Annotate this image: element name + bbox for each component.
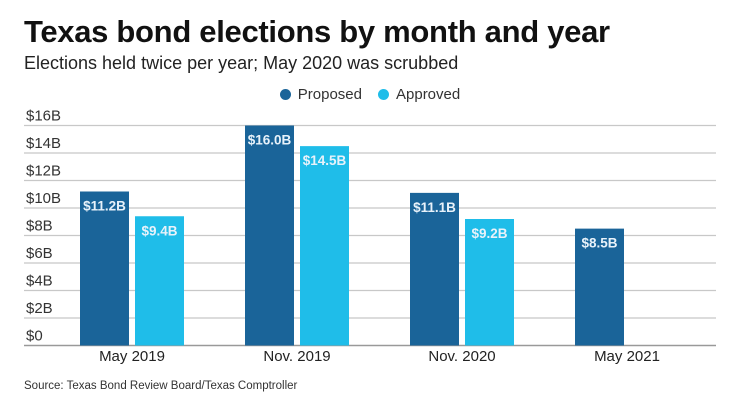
y-tick-label: $6B <box>26 245 53 262</box>
legend-swatch-approved <box>378 89 389 100</box>
data-label: $9.4B <box>141 223 177 238</box>
bar-approved <box>135 216 184 346</box>
data-label: $16.0B <box>248 133 292 148</box>
legend-label-approved: Approved <box>396 86 461 103</box>
y-tick-label: $10B <box>26 190 61 207</box>
bar-approved <box>300 146 349 346</box>
legend-swatch-proposed <box>279 89 291 100</box>
legend-label-proposed: Proposed <box>297 86 362 103</box>
bar-proposed <box>80 191 129 346</box>
y-tick-label: $0 <box>26 328 43 345</box>
legend-item-approved: Approved <box>378 86 460 103</box>
x-tick-label: May 2021 <box>594 348 660 365</box>
data-label: $14.5B <box>303 153 347 168</box>
bar-proposed <box>575 228 624 346</box>
bar-proposed <box>245 125 294 346</box>
data-label: $8.5B <box>581 236 617 251</box>
x-tick-label: Nov. 2020 <box>428 348 495 365</box>
bar-approved <box>465 219 514 346</box>
data-label: $11.2B <box>83 199 126 214</box>
data-label: $11.1B <box>413 200 456 215</box>
chart-subtitle: Elections held twice per year; May 2020 … <box>24 53 459 73</box>
bar-proposed <box>410 192 459 346</box>
y-tick-label: $16B <box>26 108 61 125</box>
y-tick-label: $4B <box>26 273 53 290</box>
chart-title: Texas bond elections by month and year <box>24 14 610 49</box>
y-tick-label: $14B <box>26 135 61 152</box>
y-tick-label: $2B <box>26 300 53 317</box>
source-note: Source: Texas Bond Review Board/Texas Co… <box>24 380 298 392</box>
y-tick-label: $12B <box>26 163 61 180</box>
y-tick-label: $8B <box>26 218 53 235</box>
x-tick-label: Nov. 2019 <box>263 348 330 365</box>
legend: Proposed Approved <box>0 86 740 103</box>
x-tick-label: May 2019 <box>99 348 165 365</box>
legend-item-proposed: Proposed <box>279 86 362 103</box>
data-label: $9.2B <box>471 226 507 241</box>
